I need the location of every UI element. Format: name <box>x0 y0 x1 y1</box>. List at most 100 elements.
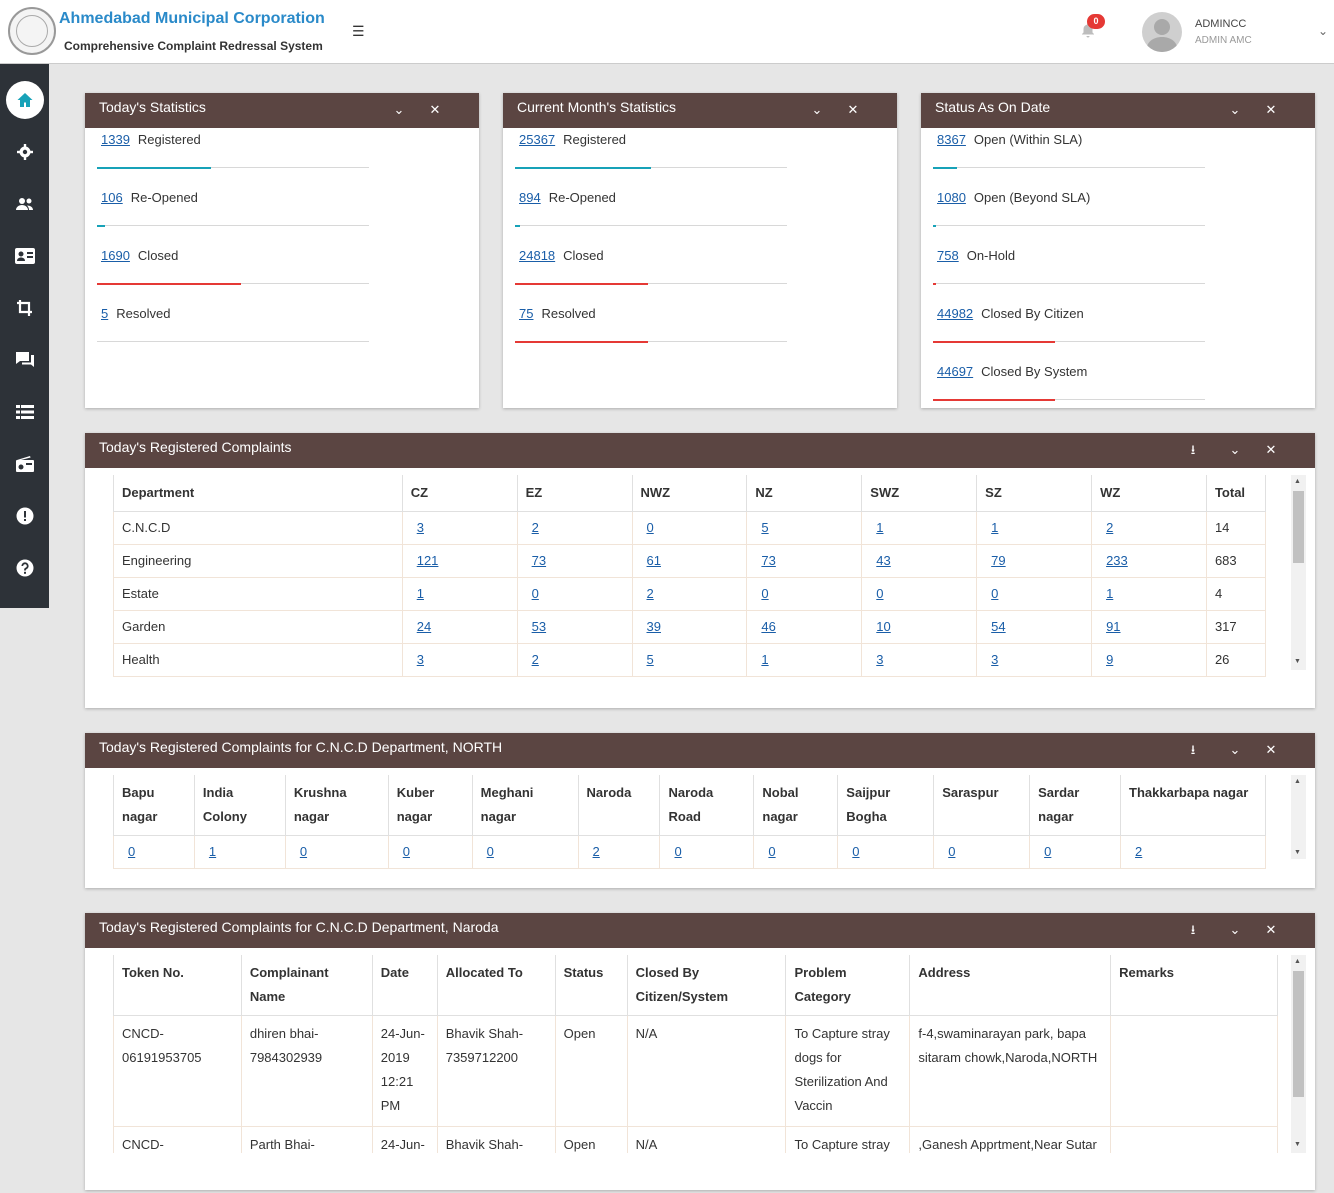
count-link[interactable]: 2 <box>1106 520 1114 535</box>
count-link[interactable]: 24 <box>416 619 432 634</box>
count-link[interactable]: 0 <box>852 844 860 859</box>
count-link[interactable]: 0 <box>299 844 308 859</box>
count-link[interactable]: 0 <box>674 844 682 859</box>
home-icon <box>17 93 32 107</box>
count-link[interactable]: 2 <box>531 520 539 535</box>
count-link[interactable]: 0 <box>768 844 776 859</box>
sidebar-item-list[interactable] <box>0 392 49 432</box>
count-link[interactable]: 2 <box>592 844 600 859</box>
count-link[interactable]: 0 <box>402 844 410 859</box>
count-link[interactable]: 3 <box>991 652 999 667</box>
count-link[interactable]: 61 <box>646 553 661 568</box>
count-link[interactable]: 2 <box>646 586 654 601</box>
count-link[interactable]: 1 <box>761 652 769 667</box>
close-icon[interactable]: ✕ <box>1265 922 1277 937</box>
count-link[interactable]: 3 <box>876 652 884 667</box>
count-link[interactable]: 0 <box>531 586 539 601</box>
count-link[interactable]: 79 <box>991 553 1006 568</box>
count-link[interactable]: 2 <box>1135 844 1143 859</box>
sidebar-item-settings[interactable] <box>0 132 49 172</box>
count-link[interactable]: 5 <box>761 520 769 535</box>
count-link[interactable]: 1 <box>208 844 217 859</box>
count-cell: 54 <box>976 610 1093 644</box>
download-icon[interactable]: ⭳ <box>1190 922 1196 937</box>
stat-value-link[interactable]: 1690 <box>101 248 130 263</box>
count-link[interactable]: 0 <box>486 844 494 859</box>
month-statistics-panel: Current Month's Statistics ⌄ ✕ 25367 Regi… <box>503 93 897 408</box>
stat-value-link[interactable]: 1339 <box>101 132 130 147</box>
count-link[interactable]: 0 <box>948 844 956 859</box>
download-icon[interactable]: ⭳ <box>1190 742 1196 757</box>
close-icon[interactable]: ✕ <box>1265 442 1277 457</box>
chevron-down-icon[interactable]: ⌄ <box>1229 102 1241 117</box>
chevron-down-icon[interactable]: ⌄ <box>811 102 823 117</box>
sidebar-item-help[interactable] <box>0 548 49 588</box>
count-link[interactable]: 46 <box>761 619 776 634</box>
count-link[interactable]: 3 <box>416 520 424 535</box>
stat-value-link[interactable]: 75 <box>519 306 534 321</box>
sidebar-item-users[interactable] <box>0 184 49 224</box>
sidebar-item-radio[interactable] <box>0 444 49 484</box>
close-icon[interactable]: ✕ <box>1265 102 1277 117</box>
stat-value-link[interactable]: 8367 <box>937 132 966 147</box>
count-link[interactable]: 73 <box>761 553 776 568</box>
chevron-down-icon[interactable]: ⌄ <box>1229 742 1241 757</box>
count-link[interactable]: 43 <box>876 553 891 568</box>
vertical-scrollbar[interactable]: ▲ ▼ <box>1291 955 1306 1153</box>
close-icon[interactable]: ✕ <box>429 102 441 117</box>
chevron-down-icon[interactable]: ⌄ <box>1229 922 1241 937</box>
count-link[interactable]: 0 <box>646 520 654 535</box>
sidebar-item-chat[interactable] <box>0 340 49 380</box>
count-link[interactable]: 1 <box>1106 586 1114 601</box>
count-link[interactable]: 9 <box>1106 652 1114 667</box>
stat-value-link[interactable]: 44982 <box>937 306 974 321</box>
chevron-down-icon[interactable]: ⌄ <box>1229 442 1241 457</box>
vertical-scrollbar[interactable]: ▲ ▼ <box>1291 775 1306 859</box>
count-link[interactable]: 233 <box>1106 553 1128 568</box>
download-icon[interactable]: ⭳ <box>1190 442 1196 457</box>
count-link[interactable]: 0 <box>1044 844 1052 859</box>
count-link[interactable]: 39 <box>646 619 661 634</box>
count-link[interactable]: 54 <box>991 619 1006 634</box>
user-name[interactable]: ADMINCC <box>1195 18 1247 30</box>
count-link[interactable]: 1 <box>416 586 424 601</box>
close-icon[interactable]: ✕ <box>847 102 859 117</box>
count-link[interactable]: 53 <box>531 619 547 634</box>
stat-value-link[interactable]: 44697 <box>937 364 974 379</box>
count-link[interactable]: 0 <box>991 586 999 601</box>
count-link[interactable]: 91 <box>1106 619 1121 634</box>
stat-value-link[interactable]: 894 <box>519 190 541 205</box>
stat-value-link[interactable]: 106 <box>101 190 123 205</box>
stat-text: 25367 Registered <box>519 132 626 147</box>
sidebar-item-contacts[interactable] <box>0 236 49 276</box>
user-avatar[interactable] <box>1142 12 1182 52</box>
count-link[interactable]: 0 <box>876 586 884 601</box>
count-link[interactable]: 5 <box>646 652 654 667</box>
count-link[interactable]: 1 <box>876 520 884 535</box>
stat-value-link[interactable]: 5 <box>101 306 109 321</box>
hamburger-icon[interactable]: ☰ <box>352 23 365 39</box>
stat-value-link[interactable]: 25367 <box>519 132 556 147</box>
count-link[interactable]: 0 <box>128 844 136 859</box>
sidebar-item-alerts[interactable] <box>0 496 49 536</box>
chevron-down-icon[interactable]: ⌄ <box>393 102 405 117</box>
sidebar-item-home[interactable] <box>0 80 49 120</box>
count-link[interactable]: 10 <box>876 619 891 634</box>
crop-icon <box>16 300 32 316</box>
count-link[interactable]: 1 <box>991 520 999 535</box>
sidebar-item-crop[interactable] <box>0 288 49 328</box>
count-link[interactable]: 2 <box>531 652 539 667</box>
chevron-down-icon[interactable]: ⌄ <box>1318 24 1329 38</box>
stat-value-link[interactable]: 758 <box>937 248 959 263</box>
count-link[interactable]: 121 <box>416 553 439 568</box>
close-icon[interactable]: ✕ <box>1265 742 1277 757</box>
count-link[interactable]: 3 <box>416 652 424 667</box>
users-icon <box>15 198 33 210</box>
notification-badge: 0 <box>1087 14 1105 29</box>
count-link[interactable]: 0 <box>761 586 769 601</box>
stat-value-link[interactable]: 1080 <box>937 190 966 205</box>
vertical-scrollbar[interactable]: ▲ ▼ <box>1291 475 1306 670</box>
stat-value-link[interactable]: 24818 <box>519 248 556 263</box>
progress-bar-fill <box>933 225 936 227</box>
count-link[interactable]: 73 <box>531 553 547 568</box>
